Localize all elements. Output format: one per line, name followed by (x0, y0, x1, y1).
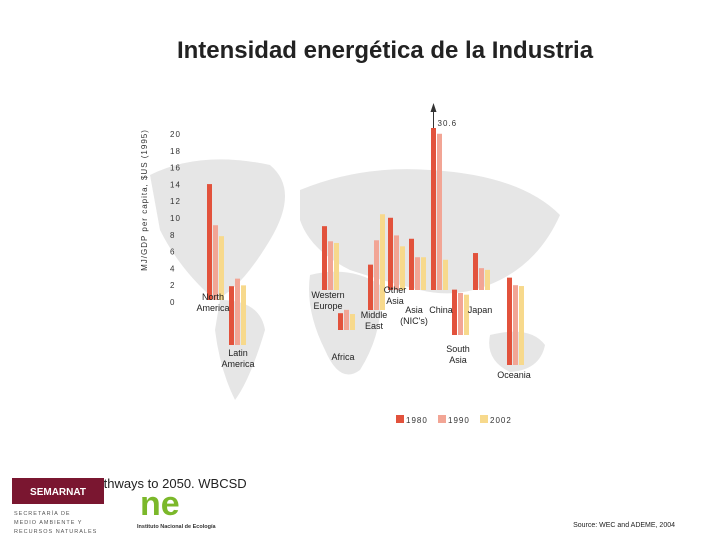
y-axis-label: MJ/GDP per capita, $US (1995) (140, 129, 149, 271)
bar (437, 133, 442, 290)
bar (421, 257, 426, 290)
bar (334, 242, 339, 290)
y-tick-label: 16 (170, 164, 181, 173)
world-map (150, 159, 560, 400)
bar (380, 214, 385, 310)
bar (350, 314, 355, 330)
bar (219, 236, 224, 300)
category-label: Oceania (497, 370, 531, 380)
bar (431, 128, 436, 291)
source: Source: WEC and ADEME, 2004 (573, 522, 675, 529)
logo2: ne (140, 485, 180, 523)
legend-label: 1990 (448, 416, 470, 425)
y-tick-label: 4 (170, 264, 175, 273)
chart-title: Intensidad energética de la Industria (177, 37, 594, 64)
bar (400, 246, 405, 290)
legend-label: 2002 (490, 416, 512, 425)
y-tick-label: 8 (170, 231, 175, 240)
bar (338, 313, 343, 330)
bar (328, 241, 333, 290)
bar (213, 225, 218, 300)
y-tick-label: 10 (170, 214, 181, 223)
bar (479, 268, 484, 290)
bar (443, 259, 448, 290)
category-label: China (429, 305, 453, 315)
bar (452, 289, 457, 335)
bar (235, 278, 240, 345)
category-label: Western Europe (311, 290, 344, 311)
legend-label: 1980 (406, 416, 428, 425)
legend-swatch (480, 415, 488, 423)
bar (207, 184, 212, 300)
logo1-box (12, 478, 104, 504)
category-label: Asia (NIC's) (400, 305, 428, 326)
y-tick-label: 14 (170, 180, 181, 189)
bar (464, 294, 469, 335)
bar (473, 253, 478, 290)
bar (458, 293, 463, 335)
bar (519, 286, 524, 365)
value-label: 30.6 (438, 119, 458, 128)
clip-arrow-head (430, 103, 437, 112)
bar (368, 264, 373, 310)
logo2-caption: Instituto Nacional de Ecología (137, 524, 216, 530)
y-tick-label: 6 (170, 248, 175, 257)
logo1-line: MEDIO AMBIENTE Y (14, 520, 82, 526)
logo1-line: RECURSOS NATURALES (14, 529, 97, 535)
category-label: Japan (468, 305, 493, 315)
category-label: Africa (331, 352, 354, 362)
bar (241, 285, 246, 345)
category-label: Other Asia (384, 285, 407, 306)
category-label: North America (196, 292, 229, 313)
bar (415, 257, 420, 290)
y-tick-label: 20 (170, 130, 181, 139)
bar (513, 285, 518, 365)
bar (388, 217, 393, 290)
y-tick-label: 12 (170, 197, 181, 206)
y-tick-label: 0 (170, 298, 175, 307)
category-label: Middle East (361, 310, 388, 331)
bar (229, 286, 234, 345)
y-tick-label: 2 (170, 281, 175, 290)
category-label: Latin America (221, 348, 254, 369)
legend-swatch (438, 415, 446, 423)
bar (394, 235, 399, 290)
logo1-line: SECRETARÍA DE (14, 510, 71, 517)
bar (485, 269, 490, 290)
logo1: SEMARNAT (30, 487, 86, 498)
legend-swatch (396, 415, 404, 423)
bar (507, 277, 512, 365)
bar (322, 226, 327, 290)
bar (409, 238, 414, 290)
bar (374, 240, 379, 310)
y-tick-label: 18 (170, 147, 181, 156)
category-label: South Asia (446, 344, 470, 365)
bar (344, 309, 349, 330)
bars (207, 128, 524, 365)
